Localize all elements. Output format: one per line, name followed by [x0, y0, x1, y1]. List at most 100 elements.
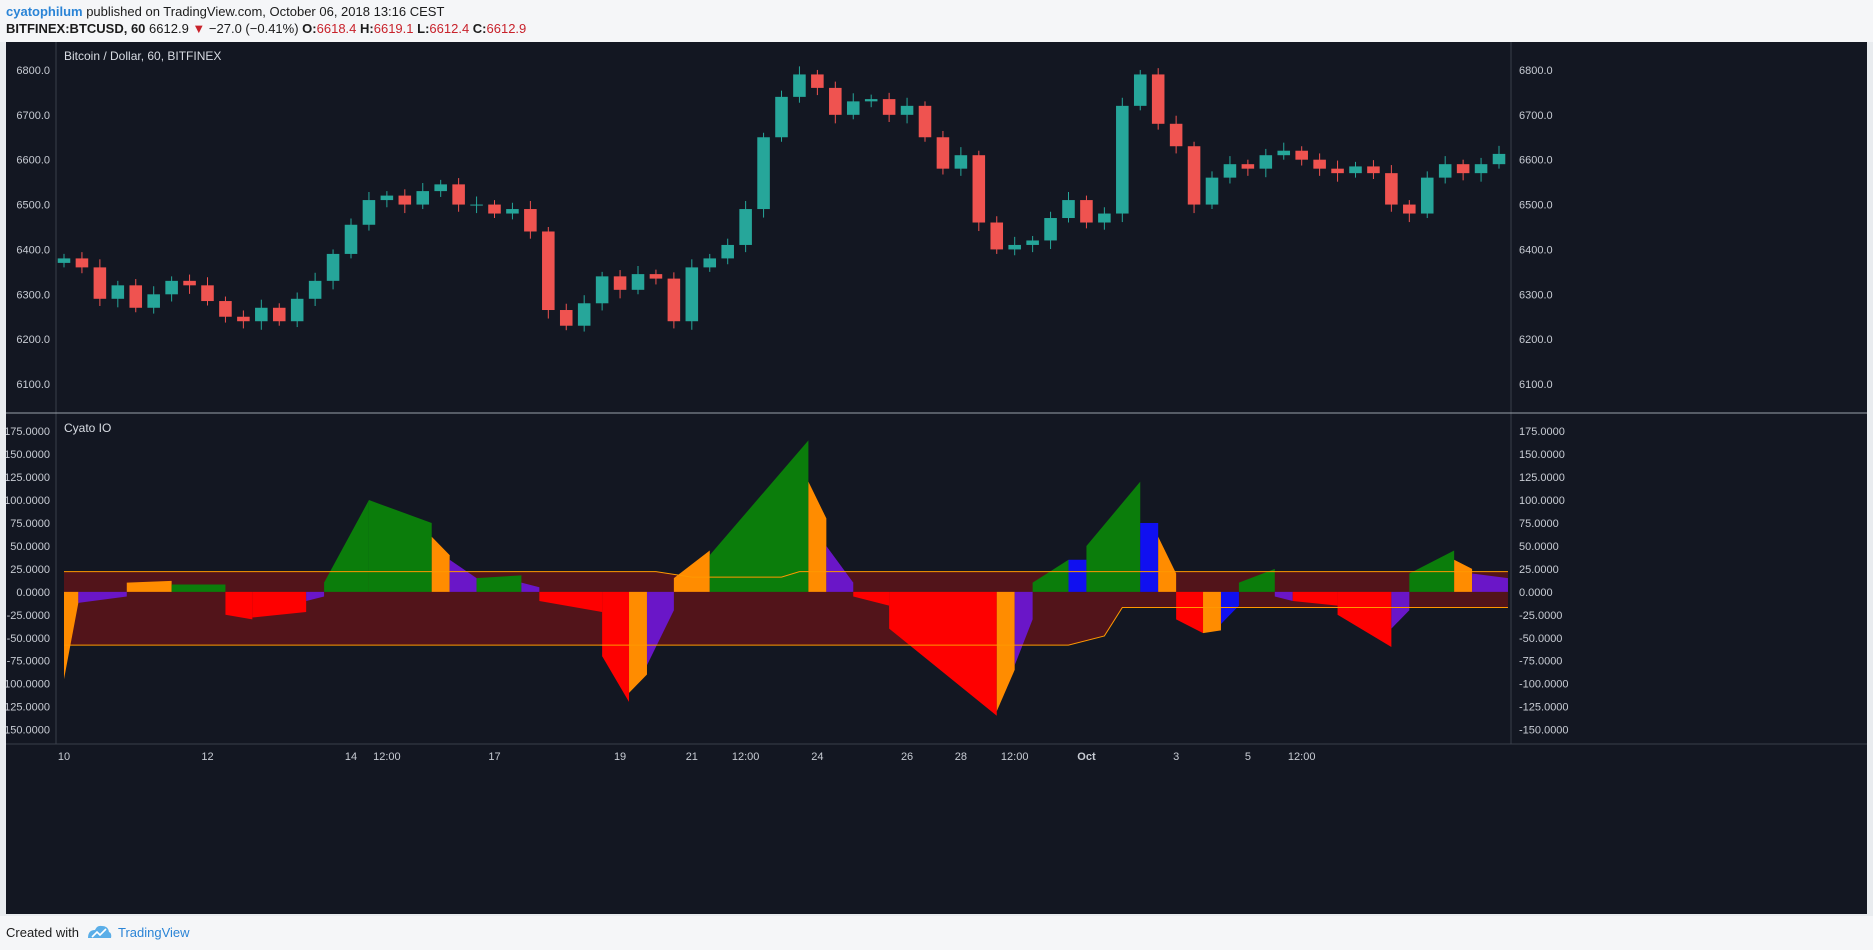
- candle[interactable]: [255, 307, 268, 322]
- candle[interactable]: [1474, 164, 1488, 174]
- candle[interactable]: [631, 274, 645, 290]
- histogram-segment[interactable]: [1238, 568, 1275, 592]
- histogram-segment[interactable]: [252, 591, 307, 618]
- histogram-segment[interactable]: [449, 559, 477, 592]
- histogram-segment[interactable]: [646, 591, 674, 666]
- candle[interactable]: [237, 316, 250, 322]
- candle[interactable]: [183, 280, 196, 286]
- candle[interactable]: [900, 105, 914, 115]
- candle[interactable]: [362, 200, 376, 225]
- candle[interactable]: [1492, 153, 1506, 165]
- candle[interactable]: [416, 191, 430, 205]
- histogram-segment[interactable]: [629, 591, 647, 693]
- chart-canvas[interactable]: 6800.0 6800.0 6700.0 6700.0 6600.0 6600.0 6500…: [6, 42, 1867, 914]
- candle[interactable]: [1026, 240, 1039, 245]
- candle[interactable]: [721, 244, 734, 259]
- histogram-segment[interactable]: [1454, 559, 1473, 592]
- candle[interactable]: [488, 204, 501, 214]
- histogram-segment[interactable]: [1274, 591, 1293, 602]
- candle[interactable]: [1367, 166, 1380, 174]
- candle[interactable]: [147, 294, 160, 308]
- histogram-segment[interactable]: [1337, 591, 1392, 647]
- candle[interactable]: [452, 184, 465, 205]
- candle[interactable]: [1205, 177, 1219, 205]
- candle[interactable]: [1080, 200, 1093, 223]
- candle[interactable]: [1313, 159, 1326, 169]
- histogram-segment[interactable]: [1086, 481, 1141, 592]
- histogram-segment[interactable]: [78, 591, 127, 603]
- candle[interactable]: [954, 155, 968, 169]
- histogram-segment[interactable]: [521, 582, 540, 592]
- candle[interactable]: [613, 276, 627, 290]
- histogram-segment[interactable]: [324, 500, 369, 592]
- candle[interactable]: [595, 276, 609, 304]
- candle[interactable]: [1008, 244, 1021, 250]
- candle[interactable]: [1438, 164, 1452, 178]
- candle[interactable]: [201, 285, 214, 302]
- candle[interactable]: [685, 267, 699, 322]
- candle[interactable]: [757, 137, 770, 210]
- histogram-segment[interactable]: [431, 536, 450, 592]
- histogram-segment[interactable]: [225, 591, 253, 620]
- candle[interactable]: [57, 258, 71, 263]
- histogram-segment[interactable]: [673, 550, 710, 592]
- candle[interactable]: [93, 267, 107, 299]
- candle[interactable]: [1403, 204, 1416, 214]
- time-axis[interactable]: 10 12 14 12:00 17 19 21 12:00 24 26 28 12:00 Oct 3 5 12…: [6, 743, 1867, 763]
- candle[interactable]: [219, 301, 232, 317]
- candle[interactable]: [829, 87, 842, 115]
- candle[interactable]: [272, 307, 286, 322]
- histogram-segment[interactable]: [539, 591, 603, 613]
- candle[interactable]: [1456, 164, 1470, 174]
- candle[interactable]: [811, 74, 824, 88]
- candle[interactable]: [1295, 150, 1308, 160]
- histogram-segment[interactable]: [1292, 591, 1338, 606]
- candle[interactable]: [775, 96, 788, 138]
- candle[interactable]: [380, 195, 394, 201]
- candle[interactable]: [559, 310, 573, 326]
- histogram-segment[interactable]: [1158, 536, 1177, 592]
- histogram-segment[interactable]: [1472, 573, 1508, 592]
- candle[interactable]: [846, 101, 860, 115]
- histogram-segment[interactable]: [476, 575, 522, 592]
- candle[interactable]: [1241, 164, 1255, 169]
- candle[interactable]: [649, 274, 663, 279]
- histogram-segment[interactable]: [808, 481, 827, 592]
- candle[interactable]: [1349, 166, 1362, 174]
- histogram-segment[interactable]: [64, 591, 79, 680]
- histogram-segment[interactable]: [368, 500, 432, 592]
- histogram-segment[interactable]: [306, 591, 325, 602]
- histogram-segment[interactable]: [826, 545, 854, 592]
- candle[interactable]: [972, 155, 986, 223]
- histogram-segment[interactable]: [709, 440, 809, 592]
- histogram-segment[interactable]: [1032, 559, 1069, 592]
- tradingview-brand-link[interactable]: TradingView: [118, 925, 190, 940]
- author-link[interactable]: cyatophilum: [6, 4, 83, 19]
- symbol-label[interactable]: BITFINEX:BTCUSD, 60: [6, 21, 146, 36]
- histogram-segment[interactable]: [1203, 591, 1221, 634]
- tradingview-logo-icon[interactable]: [86, 922, 112, 942]
- histogram-segment[interactable]: [853, 591, 890, 606]
- candle[interactable]: [1116, 105, 1129, 214]
- candle[interactable]: [1151, 74, 1165, 124]
- candle[interactable]: [1044, 218, 1057, 241]
- candle[interactable]: [1277, 150, 1291, 156]
- candle[interactable]: [1331, 168, 1344, 174]
- candle[interactable]: [1187, 146, 1201, 205]
- histogram-segment[interactable]: [889, 591, 997, 716]
- candle[interactable]: [308, 280, 322, 299]
- oscillator-pane[interactable]: 175.0000 175.0000 150.0000 150.0000 125.0000…: [6, 421, 1569, 737]
- candle[interactable]: [129, 285, 143, 308]
- histogram-segment[interactable]: [126, 580, 172, 592]
- histogram-segment[interactable]: [1014, 591, 1033, 666]
- candle[interactable]: [1420, 177, 1434, 214]
- candle[interactable]: [75, 258, 89, 268]
- candle[interactable]: [1223, 164, 1237, 178]
- candle[interactable]: [703, 258, 717, 268]
- candle[interactable]: [1133, 74, 1147, 106]
- candle[interactable]: [326, 253, 340, 281]
- candle[interactable]: [739, 209, 752, 245]
- histogram-segment[interactable]: [171, 584, 226, 592]
- histogram-segment[interactable]: [996, 591, 1015, 712]
- candle[interactable]: [936, 137, 950, 169]
